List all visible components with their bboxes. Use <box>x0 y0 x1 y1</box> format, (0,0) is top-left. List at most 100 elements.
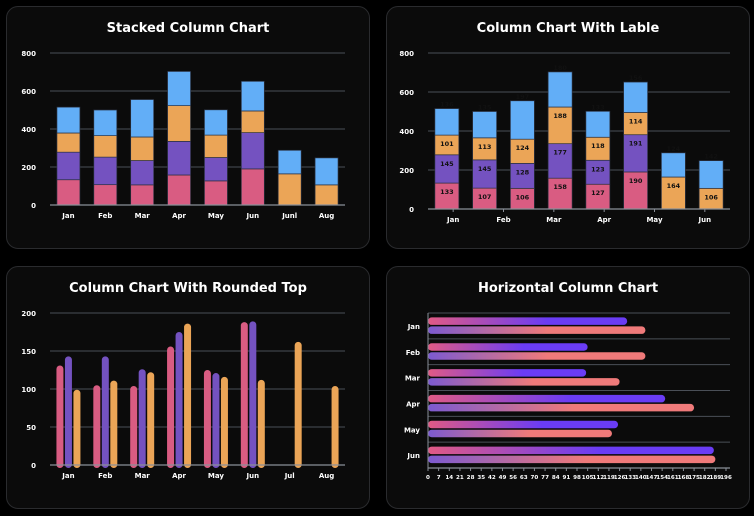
x-tick-label: 28 <box>467 475 475 481</box>
x-tick-label: 56 <box>509 475 517 481</box>
bar-segment <box>277 173 302 206</box>
bar-segment <box>547 106 573 145</box>
x-tick-label: Apr <box>597 216 611 224</box>
y-tick-label: 600 <box>21 88 36 96</box>
rounded-column-card: Column Chart With Rounded Top 0 50 100 150 2… <box>6 266 370 509</box>
x-tick-label: 14 <box>445 475 453 481</box>
bar <box>184 323 192 468</box>
x-tick-label: May <box>646 216 662 224</box>
data-label: 188 <box>553 112 567 120</box>
data-label: 136 <box>440 101 454 109</box>
bar-segment <box>56 179 81 206</box>
bar-segment <box>130 99 155 138</box>
x-tick-label: Mar <box>135 212 151 220</box>
bar-segment <box>130 160 155 186</box>
labeled-column-card: Column Chart With Lable 0 200 400 600 800 133… <box>386 6 750 249</box>
bar <box>428 369 587 377</box>
bar-segment <box>204 134 228 158</box>
data-label: 135 <box>478 104 492 112</box>
y-tick-label: 200 <box>21 310 36 318</box>
data-label: 128 <box>516 168 530 176</box>
bar <box>138 369 146 468</box>
stacked-column-card: Stacked Column Chart 0 200 400 600 800 Jan Feb… <box>6 6 370 249</box>
bar-segment <box>204 157 228 182</box>
bar-segment <box>167 174 191 206</box>
x-tick-label: Junl <box>281 212 297 220</box>
bar <box>428 317 628 325</box>
y-tick-label: 800 <box>21 50 36 58</box>
x-tick-label: 175 <box>688 475 700 481</box>
x-tick-label: May <box>208 212 224 220</box>
y-tick-label: 150 <box>21 348 36 356</box>
bar <box>428 378 620 386</box>
bar-segment <box>130 184 155 206</box>
bar-segment <box>661 176 686 210</box>
bar-segment <box>167 71 191 106</box>
bar-segment <box>623 134 648 173</box>
data-label: 133 <box>591 103 605 111</box>
data-label: 145 <box>440 160 454 168</box>
data-label: 145 <box>478 165 492 173</box>
bar-segment <box>240 110 265 133</box>
data-label: 180 <box>553 64 567 72</box>
bar-segment <box>472 111 497 139</box>
x-tick-label: Jun <box>698 216 712 224</box>
x-tick-label: 140 <box>635 475 647 481</box>
bar-segment <box>434 154 460 184</box>
bar-segment <box>56 151 81 181</box>
bar <box>203 370 211 468</box>
x-tick-label: 35 <box>477 475 485 481</box>
x-tick-label: 42 <box>488 475 496 481</box>
x-tick-label: 147 <box>646 475 658 481</box>
y-tick-label: 100 <box>21 386 36 394</box>
x-tick-label: Aug <box>319 212 334 220</box>
bar <box>212 373 220 468</box>
bar-segment <box>240 168 265 206</box>
y-tick-label: 200 <box>399 167 414 175</box>
x-tick-label: 0 <box>426 475 430 481</box>
x-tick-label: 91 <box>562 475 570 481</box>
x-tick-label: Jun <box>246 472 260 480</box>
x-tick-label: Jan <box>446 216 459 224</box>
bar <box>93 385 101 468</box>
chart-title: Column Chart With Rounded Top <box>69 281 307 296</box>
bar-segment <box>472 159 497 189</box>
data-label: 107 <box>478 193 492 201</box>
data-label: 114 <box>629 117 643 125</box>
bar-segment <box>314 184 339 206</box>
chart-title: Stacked Column Chart <box>106 21 270 36</box>
data-label: 106 <box>704 193 718 201</box>
x-tick-label: 84 <box>552 475 560 481</box>
data-label: 101 <box>440 140 454 148</box>
bar <box>110 380 118 468</box>
bar-segment <box>510 138 535 164</box>
x-tick-label: Apr <box>172 472 186 480</box>
y-tick-label: Mar <box>405 375 421 383</box>
x-tick-label: 63 <box>520 475 528 481</box>
data-label: 190 <box>629 177 643 185</box>
bar-segment <box>93 109 118 136</box>
x-tick-label: Apr <box>172 212 186 220</box>
bar <box>64 356 72 468</box>
x-tick-label: Jan <box>61 472 74 480</box>
data-label: 158 <box>553 183 567 191</box>
y-tick-label: 50 <box>26 424 36 432</box>
bar <box>294 341 302 468</box>
bar-segment <box>56 106 81 134</box>
bar <box>428 420 619 429</box>
bar <box>56 365 64 468</box>
x-tick-label: 168 <box>678 475 690 481</box>
bar-segment <box>623 81 648 113</box>
bar <box>147 372 155 468</box>
bar-segment <box>240 80 265 112</box>
data-label: 164 <box>667 182 681 190</box>
x-tick-label: 189 <box>710 475 722 481</box>
horizontal-column-chart: Jan Feb Mar Apr May Jun 0 7 14 21 28 35 42 49 56 63 70 77… <box>404 312 732 481</box>
x-tick-label: 77 <box>541 475 549 481</box>
x-tick-label: Mar <box>135 472 151 480</box>
bar <box>428 352 646 360</box>
bar-segment <box>277 149 302 175</box>
chart-title: Horizontal Column Chart <box>477 281 659 296</box>
y-tick-label: 0 <box>31 202 36 210</box>
bar-segment <box>93 184 118 206</box>
